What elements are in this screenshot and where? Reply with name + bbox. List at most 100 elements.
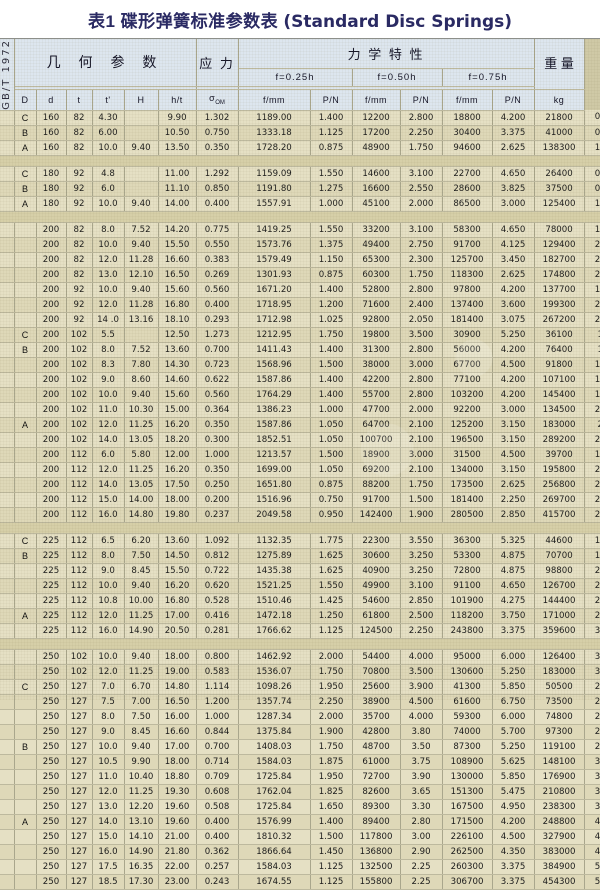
table-row[interactable]: 250 127 15.0 14.10 21.00 0.400 1810.32 1.500 117… — [0, 829, 600, 845]
table-row[interactable]: A 160 82 10.0 9.40 13.50 0.350 1728.20 0.875 4890… — [0, 140, 600, 156]
table-row[interactable]: B 225 112 8.0 7.50 14.50 0.812 1275.89 1.625 3060… — [0, 548, 600, 564]
cell-class — [14, 387, 37, 403]
table-row[interactable]: 200 102 10.0 9.40 15.60 0.560 1764.29 1.400 5570… — [0, 387, 600, 403]
table-row[interactable]: 200 102 14.0 13.05 18.20 0.300 1852.51 1.050 100… — [0, 432, 600, 448]
table-row[interactable]: 250 127 7.5 7.00 16.50 1.200 1357.74 2.250 38900… — [0, 694, 600, 710]
cell-weight: 2.287 — [584, 709, 600, 725]
table-row[interactable]: 250 127 11.0 10.40 18.80 0.709 1725.84 1.950 727… — [0, 769, 600, 785]
cell-load-050h: 86500 — [442, 196, 493, 212]
cell-free-height: 19.00 — [158, 664, 197, 680]
cell-h-over-t: 0.775 — [196, 222, 239, 238]
cell-class: B — [14, 739, 37, 755]
table-row[interactable]: 200 92 10.0 9.40 15.60 0.560 1671.20 1.400 52800… — [0, 282, 600, 298]
cell-thickness-reduced — [124, 181, 159, 197]
table-row[interactable]: 200 112 6.0 5.80 12.00 1.000 1213.57 1.500 18900… — [0, 447, 600, 463]
cell-free-height: 16.20 — [158, 462, 197, 478]
cell-inner-diameter: 112 — [66, 492, 93, 508]
cell-stress-sigma-om: 1557.91 — [238, 196, 311, 212]
cell-stress-sigma-om: 1536.07 — [238, 664, 311, 680]
table-row[interactable]: 250 127 16.0 14.90 21.80 0.362 1866.64 1.450 136… — [0, 844, 600, 860]
table-row[interactable]: 200 112 16.0 14.80 19.80 0.237 2049.58 0.950 142… — [0, 507, 600, 523]
cell-inner-diameter: 127 — [66, 754, 93, 770]
cell-load-050h: 181400 — [442, 312, 493, 328]
table-row[interactable]: 250 127 18.5 17.30 23.00 0.243 1674.55 1.125 155… — [0, 874, 600, 890]
table-row[interactable]: 225 112 16.0 14.90 20.50 0.281 1766.62 1.125 124… — [0, 623, 600, 639]
cell-load-050h: 53300 — [442, 548, 493, 564]
table-row[interactable]: 225 112 9.0 8.45 15.50 0.722 1435.38 1.625 40900… — [0, 563, 600, 579]
table-row[interactable]: 250 127 10.5 9.90 18.00 0.714 1584.03 1.875 6100… — [0, 754, 600, 770]
cell-free-height: 18.80 — [158, 769, 197, 785]
table-row[interactable]: 250 127 9.0 8.45 16.60 0.844 1375.84 1.900 42800… — [0, 724, 600, 740]
cell-stress-sigma-om: 1573.76 — [238, 237, 311, 253]
cell-load-075h: 144400 — [534, 593, 585, 609]
table-row[interactable]: C 225 112 6.5 6.20 13.60 1.092 1132.35 1.775 2230… — [0, 533, 600, 549]
table-row[interactable]: 200 82 10.0 9.40 15.50 0.550 1573.76 1.375 49400… — [0, 237, 600, 253]
group-geometry: 几 何 参 数 — [14, 39, 197, 87]
table-row[interactable]: B 180 92 6.0 11.10 0.850 1191.80 1.275 16600 2.55… — [0, 181, 600, 197]
cell-load-025h: 65300 — [352, 252, 401, 268]
table-row[interactable]: 200 92 12.0 11.28 16.80 0.400 1718.95 1.200 7160… — [0, 297, 600, 313]
cell-h-over-t: 1.292 — [196, 166, 239, 182]
cell-load-075h: 176900 — [534, 769, 585, 785]
table-row[interactable]: 250 102 12.0 11.25 19.00 0.583 1536.07 1.750 708… — [0, 664, 600, 680]
cell-deflection-075h: 3.150 — [492, 432, 535, 448]
table-row[interactable]: 200 82 13.0 12.10 16.50 0.269 1301.93 0.875 6030… — [0, 267, 600, 283]
table-row[interactable]: 225 112 10.8 10.00 16.80 0.528 1510.46 1.425 546… — [0, 593, 600, 609]
table-row[interactable]: 250 127 12.0 11.25 19.30 0.608 1762.04 1.825 826… — [0, 784, 600, 800]
table-row[interactable]: 250 102 10.0 9.40 18.00 0.800 1462.92 2.000 5440… — [0, 649, 600, 665]
cell-thickness: 10.0 — [92, 140, 125, 156]
cell-free-height: 16.50 — [158, 267, 197, 283]
table-row[interactable]: 250 127 17.5 16.35 22.00 0.257 1584.03 1.125 132… — [0, 859, 600, 875]
table-row[interactable]: 200 112 15.0 14.00 18.00 0.200 1516.96 0.750 917… — [0, 492, 600, 508]
cell-inner-diameter: 82 — [66, 125, 93, 141]
table-row[interactable]: B 200 102 8.0 7.52 13.60 0.700 1411.43 1.400 3130… — [0, 342, 600, 358]
table-row[interactable]: 250 127 13.0 12.20 19.60 0.508 1725.84 1.650 893… — [0, 799, 600, 815]
cell-deflection-025h: 1.150 — [310, 252, 353, 268]
table-row[interactable]: 200 112 14.0 13.05 17.50 0.250 1651.80 0.875 882… — [0, 477, 600, 493]
cell-free-height: 16.80 — [158, 593, 197, 609]
cell-inner-diameter: 127 — [66, 769, 93, 785]
cell-thickness-reduced: 14.00 — [124, 492, 159, 508]
table-row[interactable]: C 250 127 7.0 6.70 14.80 1.114 1098.26 1.950 2560… — [0, 679, 600, 695]
row-standard-gutter — [0, 593, 15, 609]
row-standard-gutter — [0, 357, 15, 373]
cell-deflection-050h: 3.250 — [400, 548, 443, 564]
cell-h-over-t: 0.400 — [196, 829, 239, 845]
table-row[interactable]: 200 102 9.0 8.60 14.60 0.622 1587.86 1.400 42200… — [0, 372, 600, 388]
cell-deflection-050h: 2.750 — [400, 237, 443, 253]
header-spacer-stress — [196, 86, 239, 90]
cell-stress-sigma-om: 1852.51 — [238, 432, 311, 448]
cell-inner-diameter: 82 — [66, 252, 93, 268]
table-row[interactable]: B 160 82 6.00 10.50 0.750 1333.18 1.125 17200 2.2… — [0, 125, 600, 141]
table-row[interactable]: 250 127 8.0 7.50 16.00 1.000 1287.34 2.000 35700… — [0, 709, 600, 725]
cell-thickness-reduced: 8.45 — [124, 724, 159, 740]
table-row[interactable]: 200 102 8.3 7.80 14.30 0.723 1568.96 1.500 38000… — [0, 357, 600, 373]
table-row[interactable]: 200 82 8.0 7.52 14.20 0.775 1419.25 1.550 33200 3… — [0, 222, 600, 238]
cell-deflection-025h: 1.750 — [310, 664, 353, 680]
table-row[interactable]: 200 92 14 .0 13.16 18.10 0.293 1712.98 1.025 928… — [0, 312, 600, 328]
table-row[interactable]: C 200 102 5.5 12.50 1.273 1212.95 1.750 19800 3.5… — [0, 327, 600, 343]
table-row[interactable]: C 160 82 4.30 9.90 1.302 1189.00 1.400 12200 2.80… — [0, 110, 600, 126]
standard-label-cell: GB/T 1972 — [0, 39, 15, 111]
cell-thickness-reduced: 7.80 — [124, 357, 159, 373]
table-row[interactable]: C 180 92 4.8 11.00 1.292 1159.09 1.550 14600 3.10… — [0, 166, 600, 182]
cell-thickness: 10.8 — [92, 593, 125, 609]
table-row[interactable]: 200 112 12.0 11.25 16.20 0.350 1699.00 1.050 692… — [0, 462, 600, 478]
cell-thickness: 8.3 — [92, 357, 125, 373]
table-row[interactable]: A 250 127 14.0 13.10 19.60 0.400 1576.99 1.400 89… — [0, 814, 600, 830]
cell-load-050h: 243800 — [442, 623, 493, 639]
table-row[interactable]: A 200 102 12.0 11.25 16.20 0.350 1587.86 1.050 64… — [0, 417, 600, 433]
table-row[interactable]: 200 82 12.0 11.28 16.60 0.383 1579.49 1.150 6530… — [0, 252, 600, 268]
table-row[interactable]: A 225 112 12.0 11.25 17.00 0.416 1472.18 1.250 61… — [0, 608, 600, 624]
table-row[interactable]: 200 102 11.0 10.30 15.00 0.364 1386.23 1.000 477… — [0, 402, 600, 418]
cell-thickness-reduced: 11.28 — [124, 252, 159, 268]
table-row[interactable]: B 250 127 10.0 9.40 17.00 0.700 1408.03 1.750 487… — [0, 739, 600, 755]
cell-h-over-t: 0.550 — [196, 237, 239, 253]
cell-deflection-075h: 3.075 — [492, 312, 535, 328]
cell-h-over-t: 0.750 — [196, 125, 239, 141]
cell-free-height: 18.10 — [158, 312, 197, 328]
cell-deflection-025h: 1.500 — [310, 357, 353, 373]
cell-load-075h: 289200 — [534, 432, 585, 448]
table-row[interactable]: A 180 92 10.0 9.40 14.00 0.400 1557.91 1.000 4510… — [0, 196, 600, 212]
table-row[interactable]: 225 112 10.0 9.40 16.20 0.620 1521.25 1.550 4990… — [0, 578, 600, 594]
